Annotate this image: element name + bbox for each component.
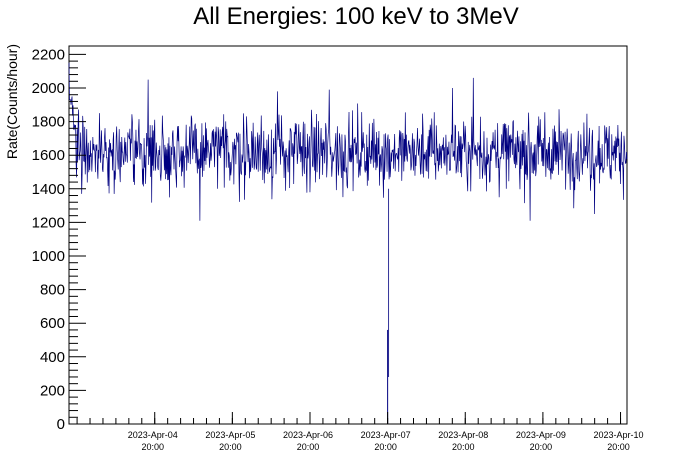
x-tick-date-label: 2023-Apr-09 <box>516 430 566 440</box>
x-tick-time-label: 20:00 <box>452 442 475 452</box>
chart-title: All Energies: 100 keV to 3MeV <box>193 3 519 30</box>
data-series <box>68 62 628 424</box>
x-tick-date-label: 2023-Apr-05 <box>205 430 255 440</box>
y-axis: 0 200 400 600 800 1000 1200 1400 1600 1800 2000 220… <box>32 46 86 433</box>
y-axis-label: Rate(Counts/hour) <box>4 44 20 159</box>
x-tick-date-label: 2023-Apr-08 <box>438 430 488 440</box>
rate-series-line <box>68 62 628 221</box>
y-tick-label: 1000 <box>32 248 65 265</box>
x-tick-time-label: 20:00 <box>297 442 320 452</box>
y-tick-label: 600 <box>40 315 65 332</box>
x-tick-time-label: 20:00 <box>141 442 164 452</box>
y-tick-label: 1600 <box>32 147 65 164</box>
y-tick-label: 1400 <box>32 181 65 198</box>
y-tick-label: 400 <box>40 349 65 366</box>
plot-area-border <box>68 45 628 425</box>
x-tick-time-label: 20:00 <box>219 442 242 452</box>
y-tick-label: 0 <box>57 416 65 433</box>
x-tick-time-label: 20:00 <box>374 442 397 452</box>
plot-frame <box>68 45 628 425</box>
y-tick-label: 1800 <box>32 114 65 131</box>
x-tick-date-label: 2023-Apr-06 <box>283 430 333 440</box>
x-tick-date-label: 2023-Apr-07 <box>361 430 411 440</box>
x-tick-time-label: 20:00 <box>530 442 553 452</box>
x-tick-date-label: 2023-Apr-04 <box>128 430 178 440</box>
y-tick-label: 1200 <box>32 214 65 231</box>
x-axis: 2023-Apr-04 20:00 2023-Apr-05 20:00 2023-Apr… <box>76 412 644 452</box>
y-tick-label: 2000 <box>32 80 65 97</box>
x-tick-date-label: 2023-Apr-10 <box>594 430 644 440</box>
x-tick-time-label: 20:00 <box>607 442 630 452</box>
y-tick-label: 200 <box>40 382 65 399</box>
y-tick-label: 2200 <box>32 46 65 63</box>
y-tick-label: 800 <box>40 282 65 299</box>
